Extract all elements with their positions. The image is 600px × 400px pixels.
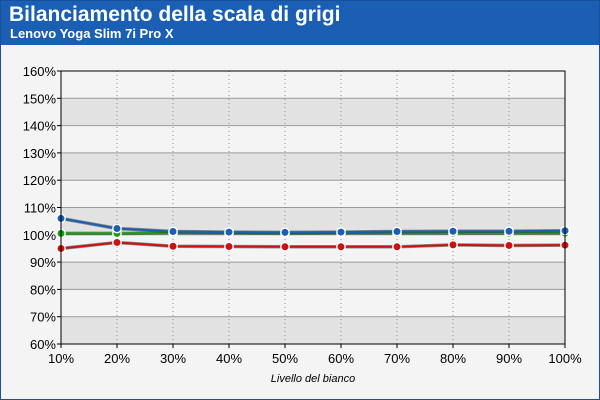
horizontal-gridlines	[61, 70, 565, 345]
band	[61, 180, 565, 208]
x-tick-label: 20%	[104, 351, 130, 366]
data-point	[336, 227, 346, 237]
plot-border	[60, 70, 566, 345]
data-point	[336, 241, 346, 252]
data-point	[112, 223, 122, 234]
y-tick-label: 140%	[23, 119, 57, 134]
data-point	[392, 226, 402, 237]
y-tick-label: 110%	[24, 201, 57, 216]
band	[61, 152, 565, 181]
y-tick-label: 80%	[30, 282, 56, 297]
x-tick-label: 70%	[384, 351, 410, 366]
series-2	[56, 213, 570, 238]
data-point	[168, 226, 178, 237]
band	[61, 98, 565, 126]
series-0	[56, 237, 570, 254]
y-tick-label: 120%	[23, 173, 57, 188]
chart-header: Bilanciamento della scala di grigi Lenov…	[1, 1, 599, 45]
x-tick-label: 100%	[548, 351, 582, 366]
data-point	[168, 241, 178, 252]
data-point	[224, 241, 234, 252]
y-axis-ticks: 60% 70% 80% 90% 100% 110% 120% 130% 140% 150% 160%	[23, 64, 61, 352]
series-line	[60, 241, 566, 250]
band	[61, 316, 565, 344]
x-tick-label: 10%	[48, 351, 74, 366]
x-tick-label: 30%	[160, 351, 186, 366]
x-tick-label: 50%	[272, 351, 298, 366]
vertical-gridlines	[116, 71, 510, 344]
band	[61, 125, 565, 153]
chart-subtitle: Lenovo Yoga Slim 7i Pro X	[10, 26, 174, 41]
data-point	[280, 227, 290, 238]
data-point	[280, 241, 290, 252]
data-point	[392, 241, 402, 252]
data-series	[56, 213, 570, 254]
data-point	[504, 226, 514, 237]
y-tick-label: 70%	[30, 310, 56, 325]
band	[61, 289, 565, 317]
y-tick-label: 100%	[23, 228, 57, 243]
x-tick-label: 80%	[440, 351, 466, 366]
x-tick-label: 90%	[496, 351, 522, 366]
x-tick-label: 60%	[328, 351, 354, 366]
y-tick-label: 150%	[23, 91, 57, 106]
background-bands	[61, 71, 565, 344]
y-tick-label: 160%	[23, 64, 57, 79]
series-line	[60, 217, 566, 234]
data-point	[448, 226, 458, 237]
data-point	[112, 237, 122, 248]
y-tick-label: 60%	[30, 337, 56, 352]
x-axis-ticks: 10% 20% 30% 40% 50% 60% 70% 80% 90% 100%	[48, 344, 582, 366]
data-point	[448, 240, 458, 250]
data-point	[504, 240, 514, 251]
axes	[60, 70, 566, 345]
band	[61, 262, 565, 290]
data-point	[224, 227, 234, 237]
y-tick-label: 130%	[23, 146, 57, 161]
y-tick-label: 90%	[30, 255, 56, 270]
band	[61, 71, 565, 99]
chart-title: Bilanciamento della scala di grigi	[9, 3, 341, 26]
x-tick-label: 40%	[216, 351, 242, 366]
x-axis-title: Livello del bianco	[271, 373, 355, 385]
